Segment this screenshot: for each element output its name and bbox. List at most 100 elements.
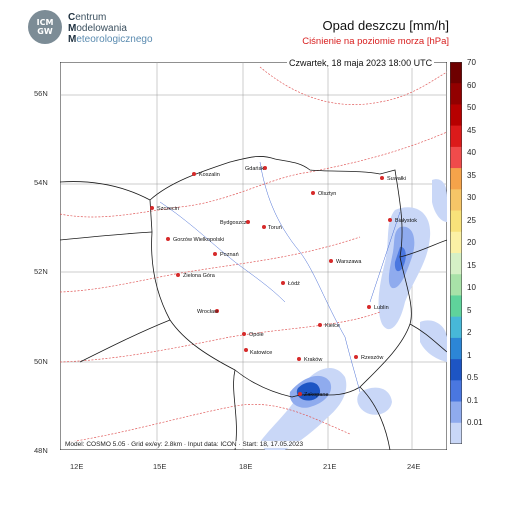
colorbar-swatch [450,337,462,360]
city-marker: Warszawa [329,259,362,265]
logo: ICM GW Centrum Modelowania Meteorologicz… [28,10,208,50]
city-marker: Suwałki [380,176,406,182]
isobars [60,66,447,443]
city-label: Łódź [288,281,300,287]
city-label: Olsztyn [318,191,336,197]
logo-text: Centrum Modelowania Meteorologicznego [68,12,153,45]
city-marker: Olsztyn [311,191,336,197]
country-borders [60,156,447,450]
city-label: Warszawa [336,259,362,265]
colorbar-swatch [450,62,462,84]
colorbar-tick-label: 70 [467,58,476,67]
colorbar-swatch [450,125,462,148]
colorbar-tick-label: 0.5 [467,373,479,382]
city-label: Bydgoszcz [220,220,247,226]
logo-mark: ICM GW [28,10,62,44]
city-label: Koszalin [199,172,220,178]
colorbar-tick-label: 60 [467,80,476,90]
city-label: Rzeszów [361,355,383,361]
city-marker: Rzeszów [354,355,383,361]
colorbar-swatch [450,422,462,444]
colorbar-tick-label: 1 [467,350,472,360]
city-label: Opole [249,332,264,338]
city-marker: Wrocław [197,309,219,315]
city-marker: Lublin [367,305,389,311]
lat-label: 50N [34,357,48,366]
map-subtitle: Ciśnienie na poziomie morza [hPa] [302,36,449,47]
city-label: Gorzów Wielkopolski [173,237,224,243]
logo-line-3: Meteorologicznego [68,34,153,45]
city-marker: Toruń [262,225,282,231]
colorbar-tick-label: 20 [467,238,476,247]
colorbar-frame [450,62,462,444]
colorbar-labels: 70 60 50 45 40 35 30 25 20 15 10 5 2 1 0.5 0.1 0.01 [467,58,507,454]
city-label: Białystok [395,218,417,224]
logo-line-1: Centrum [68,12,107,23]
city-marker: Opole [242,332,264,338]
city-marker: Bydgoszcz [220,220,250,226]
city-label: Suwałki [387,176,406,182]
city-marker: Szczecin [150,206,179,212]
colorbar-swatch [450,380,462,402]
colorbar-swatch [450,210,462,233]
colorbar-tick-label: 35 [467,170,476,180]
lon-label: 18E [239,462,253,471]
city-marker: Zakopane [298,392,328,398]
city-marker: Łódź [281,281,300,287]
colorbar-swatch [450,104,462,126]
city-label: Wrocław [197,309,218,315]
city-label: Zakopane [304,392,328,398]
precipitation-map: Gdańsk Koszalin Olsztyn Suwałki Szczecin… [60,62,447,450]
lat-label: 54N [34,178,48,187]
colorbar-tick-label: 0.1 [467,395,479,405]
city-label: Gdańsk [245,166,264,172]
city-marker: Kielce [318,323,340,329]
colorbar-swatch [450,168,462,190]
city-marker: Zielona Góra [176,273,216,279]
colorbar-tick-label: 30 [467,193,476,202]
colorbar-swatch [450,146,462,169]
lat-label: 48N [34,446,48,455]
forecast-datetime: Czwartek, 18 maja 2023 18:00 UTC [287,58,435,68]
cities: Gdańsk Koszalin Olsztyn Suwałki Szczecin… [150,166,417,398]
city-label: Lublin [374,305,389,311]
lon-label: 24E [407,462,421,471]
city-label: Toruń [268,225,282,231]
city-marker: Gdańsk [245,166,267,172]
city-label: Katowice [250,350,272,356]
city-label: Kielce [325,323,340,329]
city-marker: Białystok [388,218,417,224]
city-marker: Poznań [213,252,239,258]
logo-line-2: Modelowania [68,23,127,34]
colorbar-swatch [450,189,462,211]
colorbar-tick-label: 50 [467,103,476,112]
city-marker: Gorzów Wielkopolski [166,237,224,243]
city-label: Kraków [304,357,322,363]
city-marker: Koszalin [192,172,220,178]
lat-label: 52N [34,267,48,276]
colorbar-swatch [450,274,462,296]
lon-label: 15E [153,462,167,471]
city-marker: Kraków [297,357,322,363]
colorbar-swatch [450,359,462,381]
map-border [60,62,447,450]
city-label: Szczecin [157,206,179,212]
colorbar-tick-label: 5 [467,305,472,315]
colorbar-tick-label: 40 [467,148,476,157]
colorbar-tick-label: 15 [467,260,476,270]
colorbar-tick-label: 2 [467,328,472,337]
rivers [159,161,401,393]
colorbar-swatch [450,316,462,339]
colorbar-swatch [450,253,462,275]
colorbar-swatch [450,83,462,105]
colorbar-tick-label: 0.01 [467,418,483,427]
city-marker: Katowice [244,348,272,356]
colorbar-tick-label: 25 [467,215,476,225]
city-label: Poznań [220,252,239,258]
map-title: Opad deszczu [mm/h] [322,18,449,33]
colorbar-tick-label: 10 [467,283,476,292]
colorbar [450,62,462,444]
lat-label: 56N [34,89,48,98]
colorbar-swatch [450,295,462,317]
city-label: Zielona Góra [183,273,216,279]
